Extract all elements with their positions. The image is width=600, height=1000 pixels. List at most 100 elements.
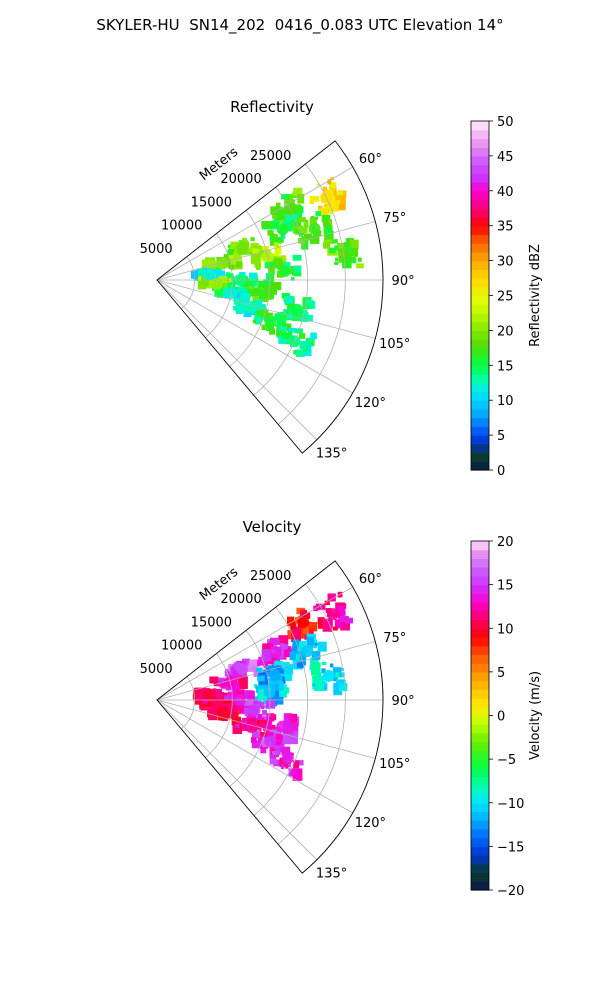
radar-gate — [261, 313, 270, 319]
radar-gate — [303, 222, 309, 228]
radar-gate — [347, 247, 358, 257]
radar-cell — [211, 278, 224, 291]
radar-gate — [257, 701, 264, 708]
radar-gate — [233, 669, 241, 678]
radar-gate — [267, 232, 272, 236]
radar-gate — [272, 751, 277, 756]
radar-gate — [349, 257, 357, 264]
radar-gate — [350, 239, 359, 250]
radar-gate — [323, 242, 331, 249]
radar-cell — [216, 257, 229, 270]
radar-gate — [209, 676, 219, 684]
radar-gate — [282, 723, 293, 735]
radar-gate — [292, 768, 303, 781]
radar-cell — [301, 645, 314, 658]
radar-gate — [312, 675, 317, 680]
radar-gate — [337, 191, 343, 195]
radar-gate — [218, 677, 225, 683]
colorbar-segment — [471, 216, 489, 227]
colorbar-segment — [471, 461, 489, 471]
colorbar-segment — [471, 260, 489, 270]
radar-gate — [250, 237, 255, 242]
radar-gate — [312, 676, 322, 690]
radar-gate — [323, 682, 327, 685]
radar-gate — [267, 677, 278, 689]
sector-frame — [156, 560, 384, 874]
radar-gate — [280, 232, 286, 240]
radar-gate — [279, 326, 287, 333]
colorbar-segment — [471, 846, 489, 856]
radar-gate — [311, 662, 321, 676]
radar-gate — [197, 687, 208, 695]
radar-gate — [282, 332, 292, 340]
radar-gate — [301, 239, 309, 250]
radar-gate — [251, 288, 260, 297]
colorbar-tick-label: 5 — [497, 429, 505, 444]
radar-gate — [307, 314, 313, 322]
colorbar: −20 −15 −10 −5 0 5 10 15 20 Velocity (m/s) — [470, 535, 543, 899]
colorbar-segment — [471, 680, 489, 690]
radar-gate — [291, 645, 297, 652]
radar-cell — [269, 646, 282, 659]
colorbar-segment — [471, 286, 489, 297]
radar-gate — [299, 632, 305, 639]
radar-gate — [269, 328, 276, 335]
colorbar-tick-label: 20 — [497, 535, 514, 550]
radar-gate — [248, 272, 258, 279]
radar-gate — [243, 308, 252, 318]
radar-gate — [293, 187, 303, 197]
radar-gate — [265, 312, 273, 318]
colorbar-tick-label: 5 — [497, 666, 505, 681]
radar-gate — [199, 700, 207, 710]
radar-gate — [345, 238, 355, 246]
azimuth-spoke — [156, 279, 318, 441]
colorbar-segment — [471, 549, 489, 560]
colorbar-tick-label: −15 — [497, 840, 524, 855]
radar-gate — [330, 663, 334, 668]
radar-gate — [289, 270, 295, 275]
radar-gate — [324, 600, 330, 606]
radar-gate — [262, 643, 271, 653]
radar-cell — [264, 315, 277, 328]
radar-gate — [322, 219, 329, 227]
range-ring — [277, 583, 346, 845]
radar-gate — [235, 306, 243, 315]
radar-gate — [274, 742, 281, 749]
reflectivity-panel: Reflectivity500010000150002000025000Mete… — [140, 98, 543, 479]
azimuth-spoke — [156, 279, 353, 394]
radar-gate — [282, 733, 292, 745]
radar-cell — [264, 735, 277, 748]
radar-gate — [280, 687, 290, 694]
radial-tick-label: 15000 — [191, 615, 232, 630]
radar-gate — [278, 313, 285, 319]
radar-gate — [327, 179, 332, 185]
radar-gate — [256, 263, 261, 270]
colorbar-segment — [471, 374, 489, 384]
radar-gate — [328, 182, 337, 189]
radar-gate — [330, 202, 339, 212]
colorbar-segment — [471, 138, 489, 148]
radar-gate — [261, 683, 267, 687]
radar-gate — [193, 689, 201, 698]
radar-gate — [324, 230, 334, 242]
radar-gate — [261, 716, 270, 721]
colorbar-segment — [471, 321, 489, 331]
radar-gate — [286, 314, 293, 319]
radar-gate — [252, 293, 260, 301]
radar-gate — [269, 752, 277, 760]
colorbar-segment — [471, 855, 489, 865]
azimuth-tick-label: 75° — [383, 631, 406, 646]
radar-gate — [274, 665, 285, 674]
azimuth-tick-label: 105° — [379, 757, 410, 772]
radar-gate — [289, 651, 296, 661]
colorbar-tick-label: 35 — [497, 220, 514, 235]
radar-gate — [243, 281, 250, 289]
radar-gate — [297, 193, 305, 204]
radar-gate — [201, 259, 212, 270]
radar-gate — [337, 242, 345, 253]
radar-gate — [291, 204, 302, 212]
colorbar-tick-label: 10 — [497, 622, 514, 637]
radar-gate — [243, 719, 251, 725]
